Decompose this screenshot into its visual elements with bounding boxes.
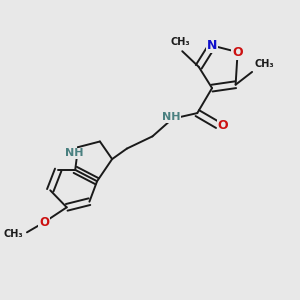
- Text: CH₃: CH₃: [4, 229, 24, 239]
- Text: CH₃: CH₃: [255, 59, 274, 69]
- Text: CH₃: CH₃: [170, 37, 190, 47]
- Text: O: O: [232, 46, 243, 59]
- Text: O: O: [39, 216, 49, 229]
- Text: NH: NH: [65, 148, 84, 158]
- Text: N: N: [207, 39, 217, 52]
- Text: NH: NH: [162, 112, 180, 122]
- Text: O: O: [218, 118, 228, 131]
